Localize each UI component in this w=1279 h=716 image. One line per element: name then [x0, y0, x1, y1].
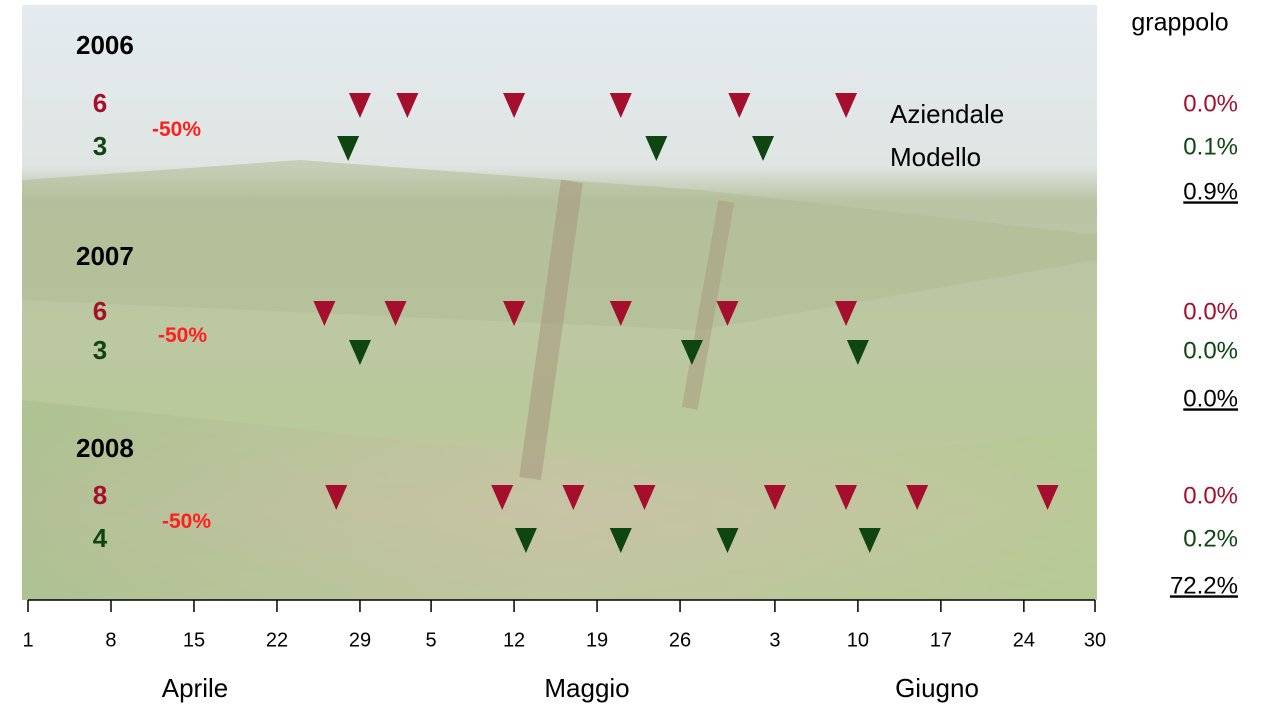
incidence-label: 0.0%: [1183, 482, 1238, 509]
month-label: Aprile: [162, 673, 228, 703]
column-header: grappolo: [1131, 9, 1228, 37]
treatment-count: 6: [93, 296, 107, 326]
month-label: Maggio: [544, 673, 629, 703]
month-label: Giugno: [895, 673, 979, 703]
incidence-label: 0.0%: [1183, 337, 1238, 364]
x-tick-label: 24: [1013, 629, 1035, 651]
legend-entry: Modello: [890, 142, 981, 172]
x-tick-label: 3: [769, 629, 780, 651]
treatment-count: 3: [93, 131, 107, 161]
treatment-count: 3: [93, 335, 107, 365]
x-tick-label: 19: [586, 629, 608, 651]
x-tick-label: 12: [503, 629, 525, 651]
reduction-label: -50%: [162, 510, 211, 533]
chart: grappolo 1 8 15 22 29 5 12 19 26 3 10 17 24 30 Aprile M…: [0, 0, 1279, 711]
incidence-label: 0.0%: [1183, 298, 1238, 325]
x-tick-label: 1: [22, 629, 33, 651]
x-tick-label: 30: [1084, 629, 1106, 651]
year-title: 2006: [76, 30, 134, 60]
x-tick-label: 22: [266, 629, 288, 651]
x-tick-label: 10: [847, 629, 869, 651]
page: grappolo 1 8 15 22 29 5 12 19 26 3 10 17 24 30 Aprile M…: [0, 0, 1279, 711]
x-tick-label: 5: [426, 629, 437, 651]
incidence-label: 0.0%: [1183, 90, 1238, 117]
year-title: 2007: [76, 241, 134, 271]
x-tick-label: 15: [183, 629, 205, 651]
legend-entry: Aziendale: [890, 99, 1004, 129]
treatment-count: 4: [93, 523, 108, 553]
control-label: 72.2%: [1170, 572, 1238, 599]
reduction-label: -50%: [152, 118, 201, 141]
x-tick-label: 8: [105, 629, 116, 651]
incidence-label: 0.1%: [1183, 133, 1238, 160]
treatment-count: 8: [93, 480, 107, 510]
x-tick-label: 26: [669, 629, 691, 651]
reduction-label: -50%: [158, 324, 207, 347]
year-title: 2008: [76, 433, 134, 463]
control-label: 0.9%: [1183, 178, 1238, 205]
treatment-count: 6: [93, 88, 107, 118]
control-label: 0.0%: [1183, 385, 1238, 412]
incidence-label: 0.2%: [1183, 525, 1238, 552]
x-tick-label: 29: [349, 629, 371, 651]
x-tick-label: 17: [930, 629, 952, 651]
